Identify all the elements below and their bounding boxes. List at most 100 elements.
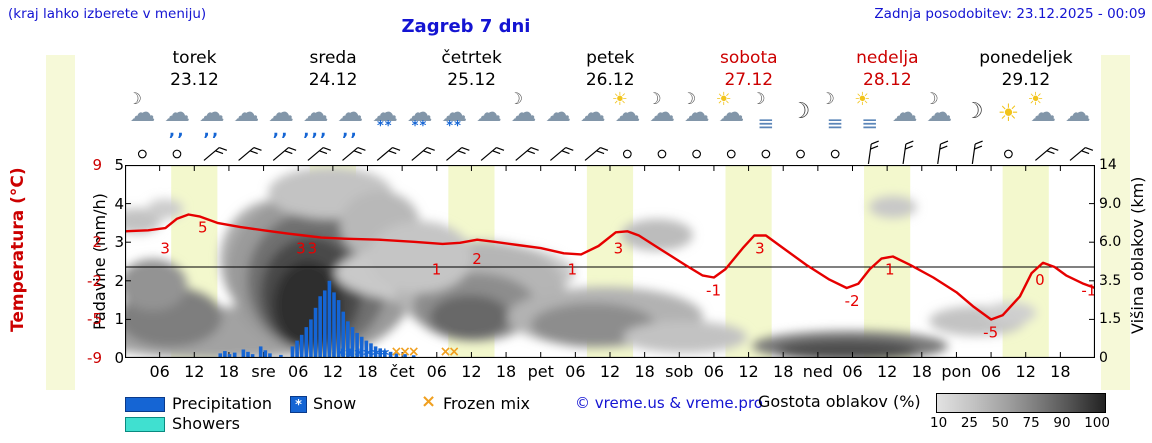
weather-icon-hrain: ☁ ‚‚‚	[298, 96, 334, 142]
x-axis-label: 18	[911, 362, 932, 381]
weather-icon-moon: ☽	[956, 96, 992, 142]
weather-icon-rain: ☁ ‚‚	[263, 96, 299, 142]
cloud-height-tick-value: 6.0	[1099, 234, 1122, 251]
wind-calm-marker	[622, 149, 632, 159]
snow-icon: **	[377, 119, 393, 134]
sun-icon: ☀	[997, 99, 1020, 127]
temperature-value-label: -1	[1081, 282, 1095, 300]
wind-calm-marker	[761, 149, 771, 159]
cloud-icon: ☁	[614, 98, 641, 128]
weather-icon-moonfog: ☽ ≡	[817, 89, 853, 142]
fog-icon: ≡	[861, 111, 879, 135]
cloud-icon: ☁	[891, 98, 918, 128]
sun-icon: ☀	[1027, 89, 1044, 110]
cloud-icon: ☁	[129, 98, 156, 128]
copyright-link[interactable]: © vreme.us & vreme.pro	[575, 394, 763, 412]
drops-icon: ‚‚	[203, 121, 221, 141]
frozen-mix-mark: ×	[391, 344, 403, 358]
x-axis-label: 18	[357, 362, 378, 381]
precip-bar	[388, 351, 393, 358]
x-axis-label: 12	[184, 362, 205, 381]
cloud-icon: ☁	[648, 98, 675, 128]
day-name: ponedeljek	[979, 48, 1073, 68]
day-header-sobota: sobota 27.12	[679, 47, 818, 91]
drops-icon: ‚‚	[341, 121, 359, 141]
precip-bar	[369, 343, 373, 358]
last-update-text: Zadnja posodobitev: 23.12.2025 - 00:09	[874, 6, 1146, 22]
precip-bar	[341, 311, 346, 358]
weather-icon-moon: ☽	[783, 96, 819, 142]
wind-calm-marker	[1004, 149, 1013, 159]
temperature-value-label: 1	[885, 261, 895, 279]
precip-bar	[359, 336, 364, 358]
drops-icon: ‚‚	[168, 121, 186, 141]
wind-barb	[480, 147, 505, 161]
cloud-icon: ☁	[510, 98, 537, 128]
snow-legend-label: Snow	[313, 394, 357, 413]
precip-bar	[223, 351, 227, 358]
day-header-nedelja: nedelja 28.12	[818, 47, 957, 91]
precip-tick-value: 0	[114, 349, 124, 367]
x-axis-label: 12	[876, 362, 898, 381]
fog-icon: ≡	[826, 111, 844, 135]
precip-tick-value: 2	[114, 271, 124, 290]
wind-barb	[238, 147, 262, 161]
wind-calm-marker	[137, 149, 147, 159]
wind-barb	[411, 147, 435, 161]
weather-icon-cloud: ☁	[228, 96, 264, 142]
cloud-height-tick-value: 1.5	[1099, 311, 1122, 328]
weather-icon-mooncloud: ☽ ☁	[679, 89, 715, 142]
weather-icon-suncloud: ☀ ☁	[609, 89, 645, 142]
snow-mark: *	[380, 346, 389, 358]
precip-bar	[336, 300, 341, 358]
cloud-icon: ☁	[406, 98, 433, 128]
day-header-torek: torek 23.12	[125, 47, 264, 91]
wind-calm-marker	[726, 149, 736, 159]
x-axis-label: ned	[802, 362, 833, 381]
wind-barb	[584, 147, 609, 161]
precip-bar	[322, 290, 327, 358]
menu-hint[interactable]: (kraj lahko izberete v meniju)	[8, 6, 207, 22]
weather-icon-rain: ☁ ‚‚	[332, 96, 368, 142]
precipitation-legend-swatch	[125, 397, 165, 412]
frozen-mix-legend-label: Frozen mix	[443, 394, 531, 413]
temperature-value-label: 3	[755, 240, 765, 258]
x-axis-label: 12	[461, 362, 482, 381]
wind-barb	[515, 147, 539, 161]
snow-mark: *	[372, 346, 381, 358]
wind-barb	[902, 140, 914, 164]
x-axis-label: 12	[738, 362, 759, 381]
scale-value: 100	[1084, 415, 1110, 431]
cloud-height-axis-label: Višina oblakov (km)	[1128, 176, 1147, 334]
precip-bar	[232, 352, 237, 358]
weather-icon-moonfog: ☽ ≡	[748, 89, 784, 142]
precip-bar	[250, 354, 255, 358]
moon-icon: ☽	[820, 89, 835, 108]
wind-calm-marker	[172, 149, 182, 159]
cloud-icon: ☁	[267, 98, 294, 128]
x-axis-label: 18	[773, 362, 794, 381]
right-axis-strip	[1101, 55, 1130, 390]
temperature-value-label: -1	[706, 282, 721, 300]
snow-mark: *	[337, 346, 346, 358]
cloud-density-layer	[125, 167, 1036, 358]
precip-bar	[263, 350, 268, 358]
day-date: 24.12	[308, 70, 358, 90]
moon-icon: ☽	[790, 99, 811, 124]
x-axis-label: 06	[426, 362, 447, 381]
cloud-icon: ☁	[545, 98, 572, 128]
wind-barb	[203, 147, 228, 161]
x-axis-label: 06	[842, 362, 863, 381]
x-axis-label: pet	[527, 362, 554, 381]
day-header-petek: petek 26.12	[541, 47, 680, 91]
moon-icon: ☽	[647, 89, 662, 108]
wind-barb	[342, 147, 366, 161]
precip-bar	[290, 346, 295, 358]
weather-icon-sunfog: ☀ ≡	[852, 89, 888, 142]
temp-tick-value: -9	[87, 349, 102, 367]
wind-barb	[867, 140, 879, 164]
precip-bar	[295, 340, 299, 358]
x-axis-label: 06	[149, 362, 170, 381]
frozen-mix-mark: ×	[448, 344, 460, 358]
